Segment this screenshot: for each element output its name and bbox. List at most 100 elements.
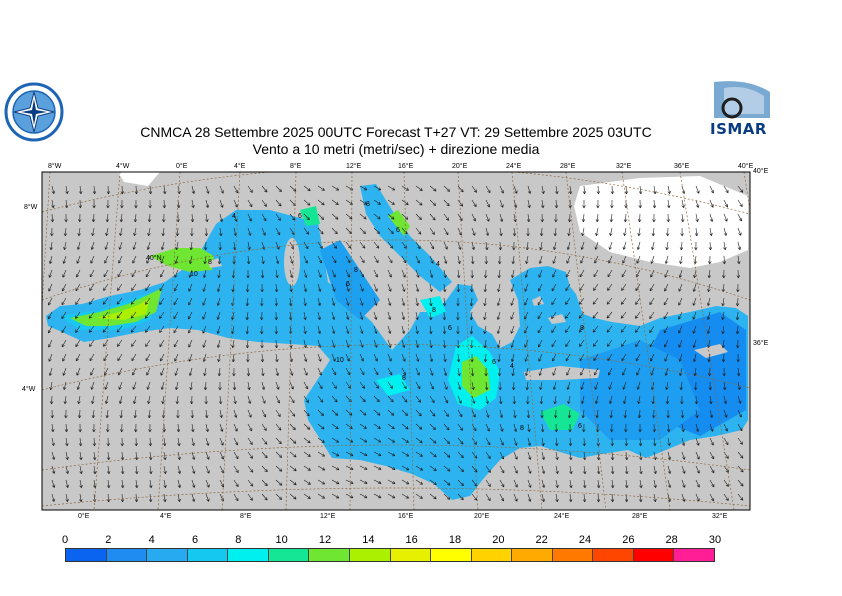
wind-arrow	[457, 479, 464, 486]
wind-arrow	[401, 409, 408, 416]
wind-arrow	[596, 185, 601, 195]
wind-arrow	[303, 241, 309, 250]
wind-arrow	[401, 269, 406, 278]
wind-arrow	[275, 241, 280, 250]
wind-arrow	[457, 409, 463, 418]
wind-arrow	[537, 339, 543, 348]
wind-arrow	[429, 451, 437, 458]
top-tick-label: 24°E	[506, 163, 522, 170]
wind-arrow	[205, 479, 210, 488]
wind-arrow	[709, 423, 714, 432]
wind-arrow	[102, 325, 109, 333]
wind-arrow	[218, 381, 222, 391]
wind-arrow	[261, 185, 268, 193]
wind-arrow	[443, 213, 450, 221]
wind-arrow	[173, 297, 179, 306]
graticule-line	[679, 172, 735, 510]
wind-arrow	[709, 493, 715, 502]
wind-arrow	[667, 437, 671, 447]
wind-arrow	[387, 255, 393, 264]
wind-arrow	[275, 479, 283, 486]
wind-arrow	[681, 451, 686, 460]
wind-arrow	[373, 227, 380, 234]
wind-arrow	[176, 409, 180, 419]
wind-arrow	[401, 339, 406, 348]
wind-arrow	[77, 395, 81, 405]
wind-arrow	[415, 339, 420, 348]
wind-arrow	[526, 227, 530, 237]
wind-arrow	[289, 479, 297, 486]
wind-arrow	[401, 199, 409, 206]
wind-arrow	[145, 269, 151, 278]
wind-arrow	[303, 465, 311, 471]
top-tick-label: 40°E	[738, 163, 754, 170]
wind-arrow	[637, 409, 642, 419]
wind-arrow	[457, 423, 463, 431]
wind-arrow	[345, 409, 353, 416]
wind-arrow	[148, 437, 153, 447]
wind-arrow	[723, 423, 728, 432]
wind-arrow	[499, 185, 504, 194]
wind-arrow	[443, 381, 448, 390]
wind-arrow	[636, 255, 641, 264]
wind-arrow	[723, 493, 729, 501]
colorbar-segment	[390, 549, 432, 561]
wind-arrow	[359, 451, 368, 457]
wind-arrow	[92, 199, 96, 209]
wind-arrow	[624, 423, 628, 433]
wind-arrow	[303, 395, 309, 403]
wind-arrow	[498, 241, 503, 251]
wind-arrow	[132, 255, 137, 264]
wind-arrow	[359, 493, 368, 499]
wind-arrow	[511, 381, 516, 391]
wind-arrow	[485, 185, 491, 194]
top-tick-label: 16°E	[398, 163, 414, 170]
wind-arrow	[245, 283, 250, 293]
wind-arrow	[415, 493, 423, 499]
wind-arrow	[555, 451, 559, 461]
wind-arrow	[737, 395, 742, 404]
wind-arrow	[525, 255, 529, 265]
wind-arrow	[622, 241, 627, 250]
wind-arrow	[429, 227, 435, 235]
wind-arrow	[359, 311, 364, 320]
wind-arrow	[580, 367, 585, 376]
wind-arrow	[596, 479, 601, 489]
wind-arrow	[723, 409, 728, 418]
wind-arrow	[345, 325, 350, 334]
wind-arrow	[117, 339, 123, 347]
wind-arrow	[623, 395, 627, 404]
wind-arrow	[345, 241, 352, 249]
wind-arrow	[275, 199, 282, 207]
wind-arrow	[133, 409, 137, 419]
wind-arrow	[511, 255, 515, 265]
wind-arrow	[78, 423, 82, 433]
wind-arrow	[401, 395, 408, 403]
wind-arrow	[551, 283, 557, 292]
black-sea-white-area	[118, 172, 748, 268]
wind-arrow	[709, 409, 714, 418]
wind-arrow	[188, 297, 193, 306]
wind-arrow	[89, 339, 95, 347]
wind-arrow	[737, 451, 744, 459]
wind-arrow	[401, 353, 406, 362]
wind-arrow	[580, 241, 585, 250]
wind-arrow	[289, 269, 294, 278]
wind-arrow	[737, 437, 743, 445]
wind-arrow	[289, 395, 295, 404]
wind-arrow	[620, 325, 627, 333]
wind-arrow	[499, 493, 505, 502]
wind-arrow	[664, 353, 669, 362]
top-tick-label: 20°E	[452, 163, 468, 170]
wind-arrow	[469, 297, 474, 307]
wind-arrow	[103, 339, 109, 347]
wind-arrow	[51, 465, 56, 474]
wind-arrow	[735, 297, 740, 307]
wind-arrow	[289, 493, 297, 500]
left-emblem-logo	[4, 82, 64, 142]
contour-label: 8	[366, 201, 370, 208]
wind-arrow	[429, 437, 437, 444]
wind-arrow	[345, 255, 351, 264]
wind-arrow	[163, 493, 167, 503]
wind-arrow	[524, 311, 529, 320]
